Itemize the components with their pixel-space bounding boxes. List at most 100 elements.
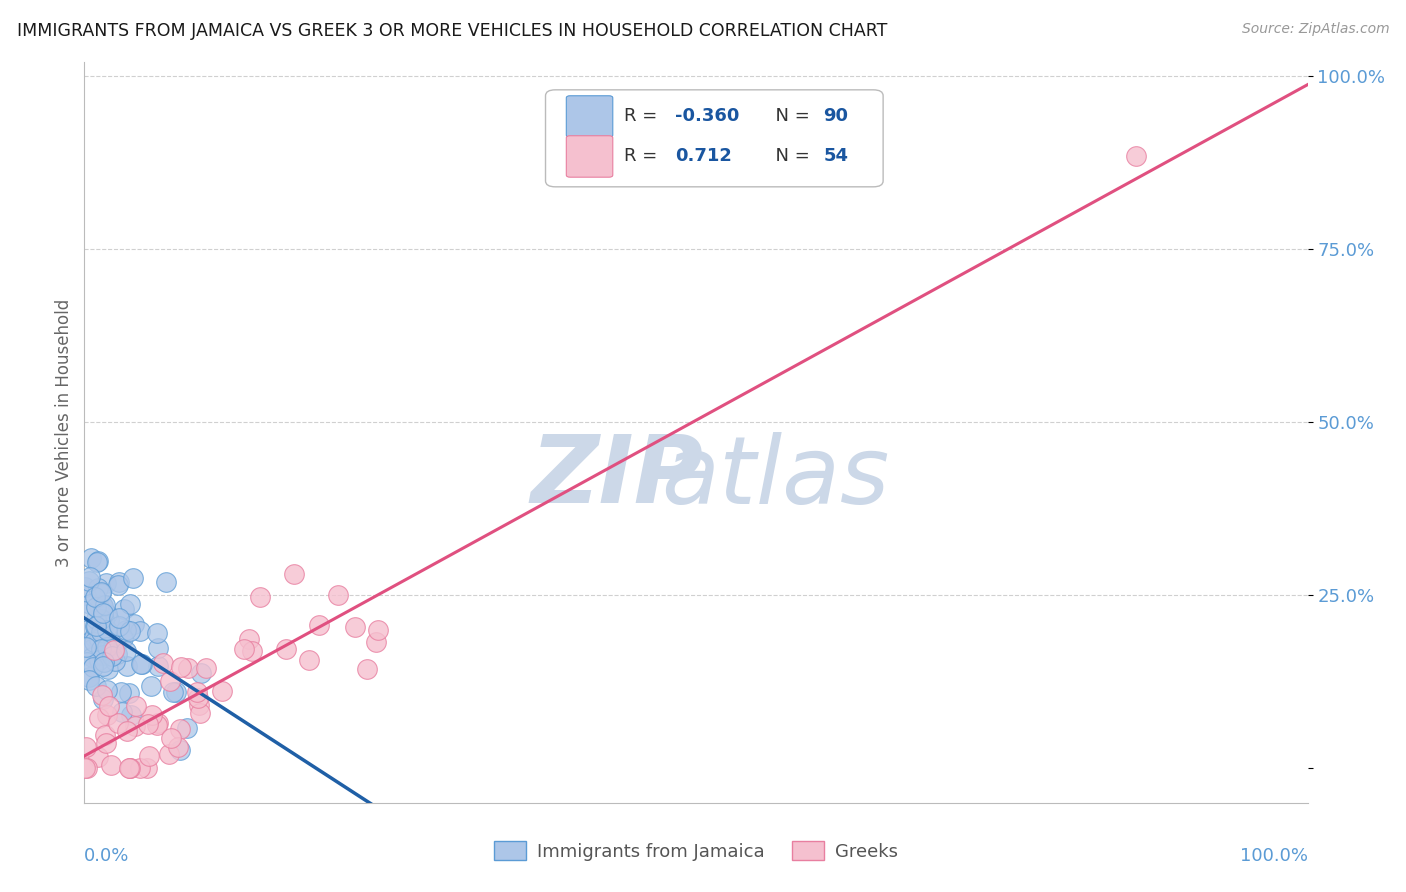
Y-axis label: 3 or more Vehicles in Household: 3 or more Vehicles in Household — [55, 299, 73, 566]
Point — [91, 648, 114, 662]
Point — [195, 661, 218, 675]
Point — [107, 610, 129, 624]
Point — [77, 673, 100, 688]
Text: atlas: atlas — [661, 432, 890, 523]
Point — [136, 761, 159, 775]
Point — [120, 761, 142, 775]
Point — [104, 654, 127, 668]
Point — [98, 627, 121, 641]
Point — [146, 716, 169, 731]
Point — [90, 625, 112, 640]
Point — [238, 632, 260, 647]
Point — [90, 612, 112, 626]
Text: N =: N = — [765, 147, 815, 165]
Point — [80, 642, 103, 657]
Point — [75, 580, 97, 594]
Point — [131, 657, 153, 672]
Point — [96, 640, 118, 654]
Point — [82, 650, 104, 665]
Point — [117, 761, 139, 775]
Point — [367, 623, 389, 637]
Point — [114, 624, 136, 638]
Point — [80, 551, 103, 566]
Point — [108, 619, 131, 633]
Point — [90, 642, 112, 657]
Point — [93, 656, 115, 670]
Point — [87, 600, 110, 615]
Point — [91, 658, 114, 673]
Point — [167, 740, 190, 755]
Point — [101, 642, 124, 657]
Point — [93, 613, 115, 627]
Point — [343, 620, 366, 634]
Point — [82, 660, 104, 674]
Point — [93, 692, 115, 706]
Point — [91, 598, 114, 612]
Point — [90, 585, 112, 599]
Point — [146, 625, 169, 640]
Point — [159, 674, 181, 689]
Point — [79, 570, 101, 584]
Point — [240, 644, 263, 658]
Point — [138, 748, 160, 763]
Point — [112, 631, 135, 645]
Point — [94, 736, 117, 750]
Point — [146, 718, 169, 732]
Point — [93, 618, 115, 632]
Point — [91, 606, 114, 620]
Point — [125, 699, 148, 714]
Point — [93, 598, 115, 612]
Text: 54: 54 — [823, 147, 848, 165]
Point — [364, 635, 387, 649]
Point — [97, 613, 120, 627]
Point — [96, 682, 118, 697]
Point — [75, 640, 97, 655]
Point — [232, 642, 254, 657]
Text: 0.712: 0.712 — [675, 147, 733, 165]
Text: 90: 90 — [823, 108, 848, 126]
FancyBboxPatch shape — [567, 136, 613, 178]
Point — [170, 659, 193, 673]
Point — [169, 743, 191, 757]
Point — [141, 707, 163, 722]
Point — [73, 605, 96, 619]
Point — [115, 659, 138, 673]
Point — [122, 616, 145, 631]
Point — [162, 684, 184, 698]
Point — [94, 642, 117, 657]
Text: N =: N = — [765, 108, 815, 126]
Point — [87, 581, 110, 595]
Point — [326, 588, 349, 602]
Point — [118, 686, 141, 700]
Point — [94, 575, 117, 590]
Point — [75, 739, 97, 754]
Point — [107, 716, 129, 731]
Point — [146, 659, 169, 673]
Text: Source: ZipAtlas.com: Source: ZipAtlas.com — [1241, 22, 1389, 37]
Text: 0.0%: 0.0% — [84, 847, 129, 865]
Point — [111, 705, 134, 719]
Text: R =: R = — [624, 147, 668, 165]
FancyBboxPatch shape — [567, 95, 613, 137]
Point — [100, 758, 122, 772]
Point — [105, 647, 128, 661]
Point — [115, 723, 138, 738]
Point — [91, 625, 114, 640]
Point — [146, 641, 169, 656]
Point — [139, 679, 162, 693]
Point — [155, 575, 177, 590]
Point — [84, 618, 107, 632]
Point — [120, 598, 142, 612]
Point — [298, 652, 321, 666]
Point — [114, 644, 136, 658]
Point — [76, 761, 98, 775]
Point — [160, 731, 183, 745]
Point — [122, 570, 145, 584]
Point — [129, 657, 152, 671]
Point — [169, 722, 191, 736]
Text: ZIP: ZIP — [530, 431, 703, 523]
Point — [84, 612, 107, 626]
Point — [118, 624, 141, 638]
Point — [187, 698, 209, 712]
Point — [186, 685, 208, 699]
